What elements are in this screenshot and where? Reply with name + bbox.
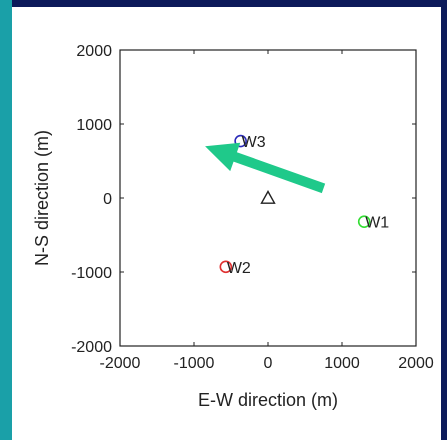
annotation-group [205,142,326,194]
x-tick-label: -2000 [100,355,141,372]
x-tick-label: 1000 [324,355,360,372]
well-marker-w2 [219,260,233,274]
y-tick-label: 1000 [76,117,112,134]
center-triangle-marker [260,190,276,204]
y-tick-label: 2000 [76,43,112,60]
point-label-w3: W3 [242,134,266,151]
y-tick-group: -2000 -1000 0 1000 2000 [71,43,416,356]
right-frame-strip [441,0,447,440]
y-tick-label: 0 [103,191,112,208]
point-label-w2: W2 [227,260,251,277]
left-frame-strip [0,0,12,440]
y-tick-label: -2000 [71,339,112,356]
x-axis-label: E-W direction (m) [198,390,338,410]
y-tick-label: -1000 [71,265,112,282]
y-axis-label: N-S direction (m) [32,130,52,266]
x-tick-label: -1000 [174,355,215,372]
well-marker-w1 [357,215,371,228]
well-marker-w3 [234,134,247,148]
top-frame-bar [0,0,447,7]
x-tick-label: 0 [264,355,273,372]
marker-group: W1 W2 W3 [219,134,389,277]
point-label-w1: W1 [365,215,389,232]
annotation-arrow [205,142,326,194]
x-tick-group: -2000 -1000 0 1000 2000 [100,50,434,372]
x-tick-label: 2000 [398,355,434,372]
axes-box [119,49,417,347]
plot-layer: -2000 -1000 0 1000 2000 -2000-1000010002000 … [71,43,434,372]
